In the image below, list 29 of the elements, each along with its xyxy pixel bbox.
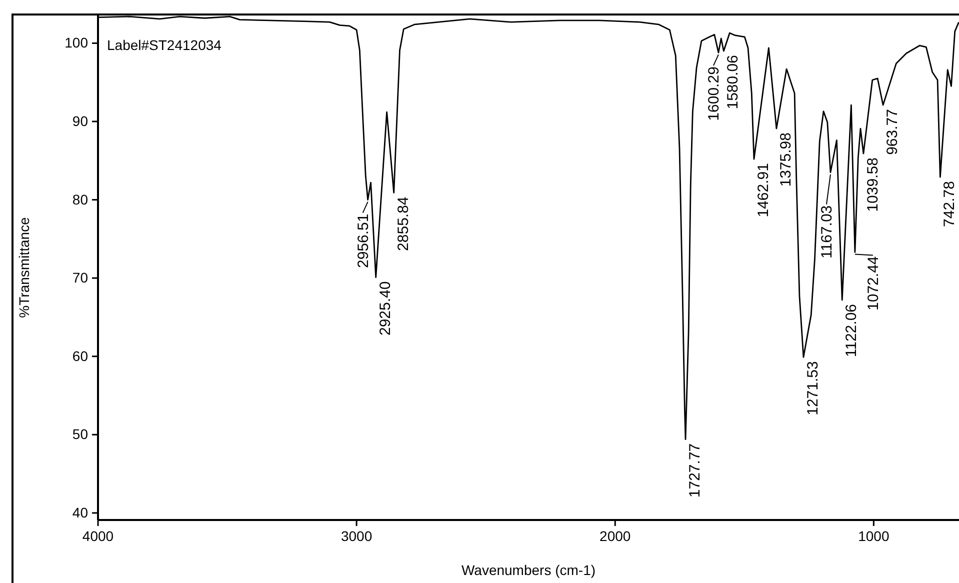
- annotation: 742.78: [940, 181, 958, 227]
- y-tick-label: 60: [72, 348, 88, 364]
- x-tick-label: 1000: [858, 528, 890, 544]
- y-tick-label: 50: [72, 426, 88, 442]
- x-tick-label: 4000: [82, 528, 114, 544]
- annotation: 1727.77: [686, 443, 704, 498]
- y-tick-label: 90: [72, 112, 88, 129]
- y-tick-label: 40: [72, 504, 88, 520]
- x-tick-label: 3000: [340, 528, 372, 544]
- annotation: Label#ST2412034: [107, 37, 222, 53]
- annotation: 1375.98: [776, 132, 794, 187]
- x-axis-title: Wavenumbers (cm-1): [461, 562, 596, 578]
- annotation: 1072.44: [864, 256, 882, 310]
- y-tick-label: 80: [72, 191, 88, 208]
- x-tick-label: 2000: [600, 528, 631, 544]
- annotation: 1271.53: [804, 361, 821, 416]
- y-tick-label: 70: [72, 270, 88, 286]
- annotation: 1580.06: [724, 55, 742, 110]
- annotation: 2855.84: [394, 196, 412, 251]
- annotation: 1122.06: [842, 304, 860, 358]
- annotation: 1039.58: [864, 158, 881, 212]
- annotation: 2956.51: [354, 214, 372, 268]
- annotation: 2925.40: [376, 281, 394, 336]
- y-axis-title: %Transmittance: [16, 216, 32, 318]
- y-tick-label: 100: [64, 34, 88, 51]
- annotation: 1462.91: [754, 163, 772, 218]
- annotation: 963.77: [884, 109, 901, 155]
- annotation: 1167.03: [818, 205, 835, 258]
- annotation: 1600.29: [704, 66, 722, 121]
